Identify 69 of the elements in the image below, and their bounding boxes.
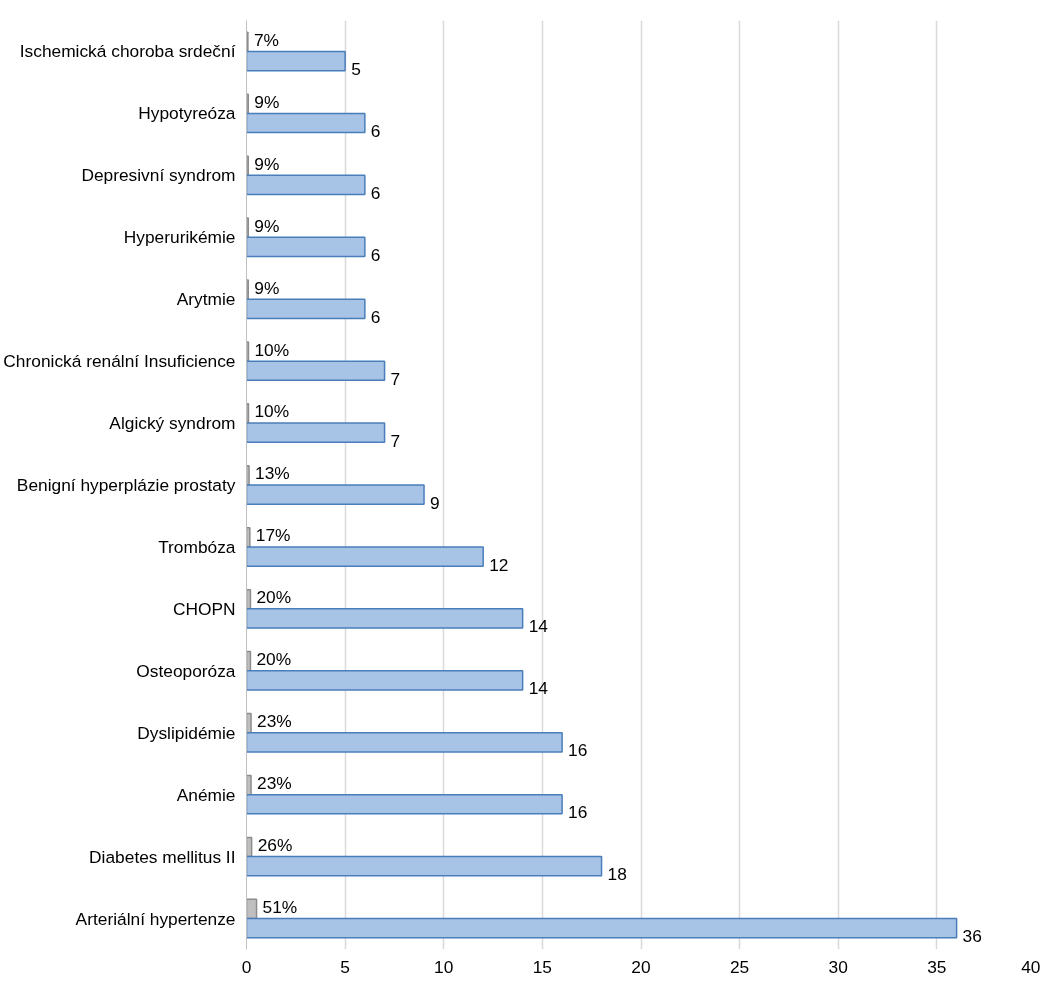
x-tick-label: 5 [340,956,350,977]
y-tick-label: Depresivní syndrom [81,165,236,186]
data-label: 5 [351,59,361,80]
data-label: 9% [254,215,280,236]
data-label: 9% [254,153,280,174]
y-tick-label: CHOPN [172,598,236,619]
y-tick-label: Diabetes mellitus II [89,846,236,867]
data-label: 16 [568,802,588,823]
bar [246,360,386,382]
bar [246,112,366,134]
data-label: 12 [489,554,509,575]
y-tick-label: Ischemická choroba srdeční [19,41,236,62]
bar [246,670,524,691]
y-tick-label: Chronická renální Insuficience [3,351,236,372]
data-label: 18 [607,864,627,885]
y-tick-label: Anémie [176,784,236,805]
x-tick-label: 25 [729,956,750,977]
data-label: 14 [528,678,549,699]
bar [246,298,366,320]
bar [246,608,524,629]
y-tick-label: Algický syndrom [109,413,236,434]
data-label: 9 [430,492,440,513]
y-tick-label: Hypotyreóza [138,103,236,124]
y-tick-label: Osteoporóza [136,660,236,681]
data-label: 10% [254,339,290,360]
bar [246,917,958,939]
data-label: 7 [390,430,401,451]
data-label: 20% [256,649,292,670]
y-tick-label: Benigní hyperplázie prostaty [16,475,236,495]
bar [246,731,563,753]
data-label: 26% [257,835,293,855]
data-label: 6 [370,121,381,141]
x-tick-label: 30 [828,956,848,977]
data-label: 10% [254,401,290,422]
y-tick-label: Arytmie [176,289,236,310]
y-tick-label: Dyslipidémie [137,722,236,743]
data-label: 17% [255,525,291,546]
x-tick-label: 40 [1021,956,1041,977]
data-label: 51% [262,896,298,917]
y-tick-label: Trombóza [158,536,236,557]
bar [246,50,346,72]
data-label: 20% [256,587,292,608]
data-label: 16 [568,740,588,761]
y-tick-label: Hyperurikémie [123,227,236,248]
data-label: 9% [254,91,280,112]
bar [246,484,425,505]
data-label: 7 [390,368,401,389]
data-label: 6 [370,182,381,203]
data-label: 14 [528,616,549,637]
bar [246,855,603,877]
data-label: 13% [255,463,290,484]
x-tick-label: 15 [532,956,553,977]
data-label: 9% [254,277,280,298]
x-tick-label: 0 [241,956,252,977]
data-label: 7% [253,29,279,50]
bar [246,174,366,196]
bar [246,236,366,258]
x-tick-label: 35 [927,956,947,977]
data-label: 23% [257,711,292,732]
data-label: 6 [370,244,381,265]
data-label: 36 [962,926,982,947]
bar [246,422,386,444]
data-label: 6 [370,306,381,327]
bar [246,793,563,815]
data-label: 23% [257,773,292,794]
bar [246,546,484,567]
x-tick-label: 10 [434,956,454,977]
y-tick-label: Arteriální hypertenze [75,908,236,929]
x-tick-label: 20 [631,956,651,977]
